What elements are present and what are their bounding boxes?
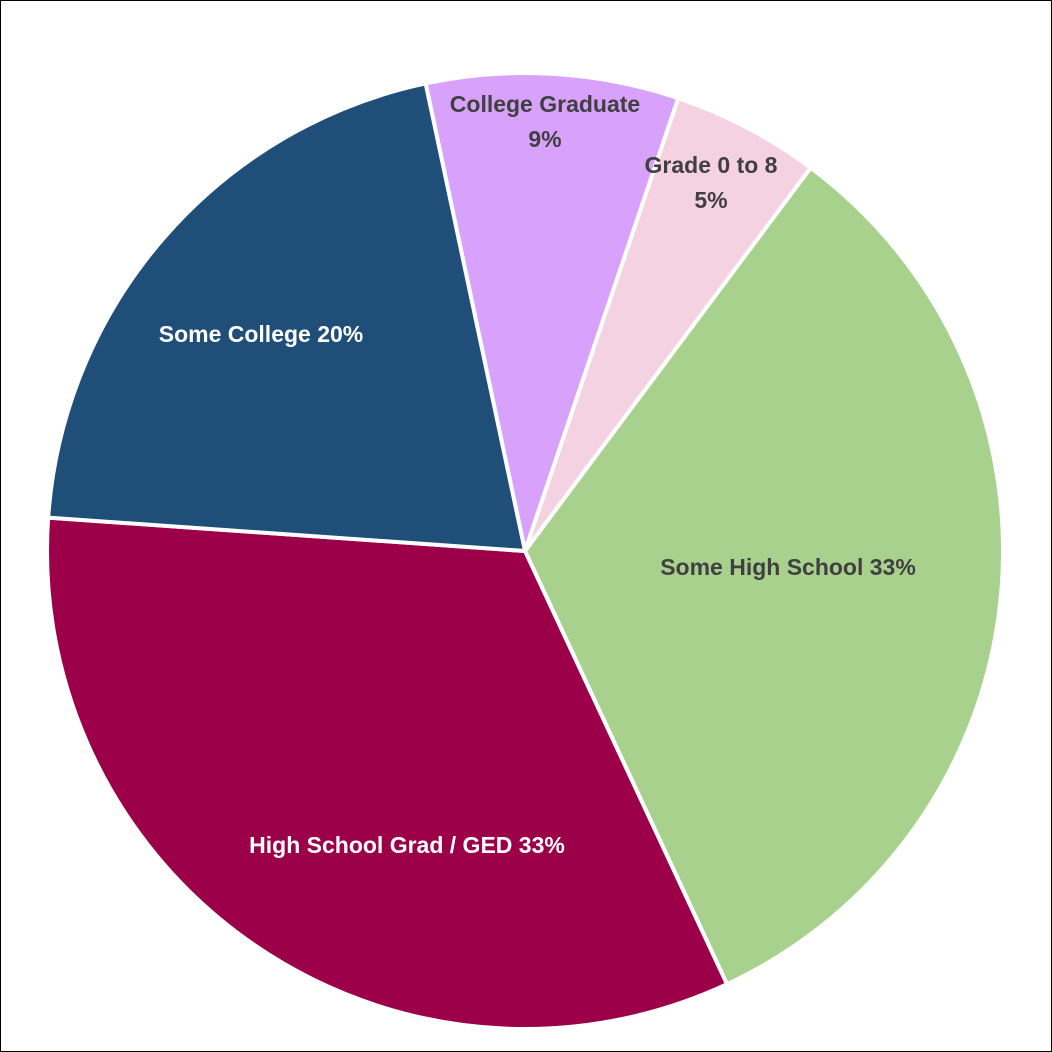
pie-slice-some-high-school: [523, 165, 1005, 987]
slice-label: College Graduate 9%: [450, 91, 640, 152]
pie-slice-some-college: [46, 81, 527, 553]
pie-slice-college-graduate: [423, 71, 681, 553]
slice-label: Some College 20%: [159, 321, 364, 347]
slice-label: High School Grad / GED 33%: [249, 832, 565, 858]
pie-slice-grade-0-to-8: [523, 96, 813, 553]
slice-label: Grade 0 to 8 5%: [645, 152, 778, 213]
pie-slice-high-school-grad-ged: [45, 515, 730, 1031]
slice-label: Some High School 33%: [660, 554, 916, 580]
